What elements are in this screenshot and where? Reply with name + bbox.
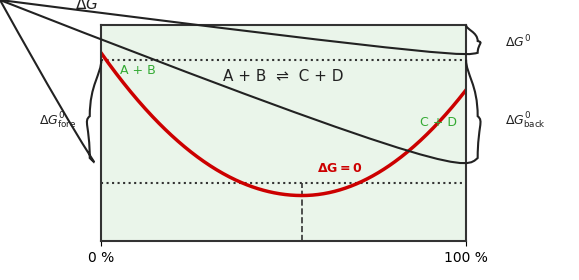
Text: C + D: C + D (420, 116, 457, 129)
Text: $\mathbf{\Delta G = 0}$: $\mathbf{\Delta G = 0}$ (317, 162, 362, 175)
Text: $\Delta G^0_{\mathrm{back}}$: $\Delta G^0_{\mathrm{back}}$ (505, 111, 547, 131)
Text: $\Delta G^0$: $\Delta G^0$ (505, 34, 532, 51)
Text: A + B: A + B (119, 64, 155, 77)
Text: $\Delta G^0_{\mathrm{fore}}$: $\Delta G^0_{\mathrm{fore}}$ (39, 111, 76, 131)
Text: $\Delta G$: $\Delta G$ (75, 0, 98, 12)
Text: A + B  ⇌  C + D: A + B ⇌ C + D (223, 69, 344, 85)
